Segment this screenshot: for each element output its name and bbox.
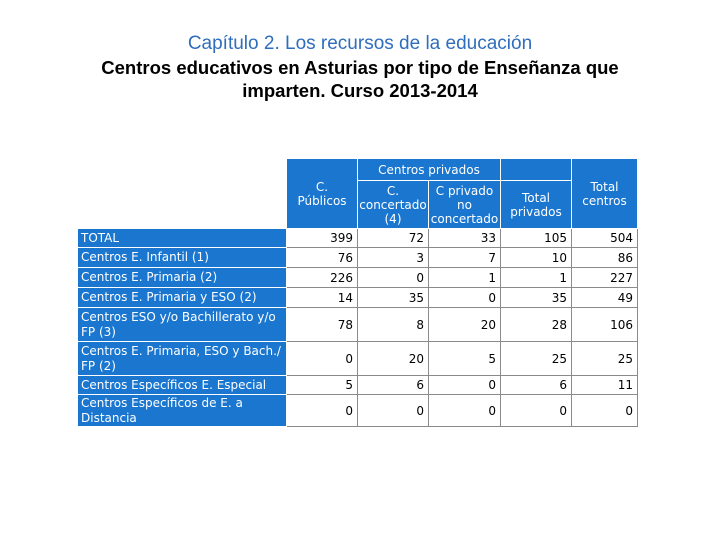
table-row: Centros E. Infantil (1) 76 3 7 10 86 — [77, 247, 638, 268]
cell-publicos: 14 — [286, 287, 358, 308]
cell-concertado: 35 — [357, 287, 429, 308]
chapter-title: Capítulo 2. Los recursos de la educación — [187, 33, 533, 54]
row-label: Centros Específicos de E. a Distancia — [77, 394, 287, 427]
row-label: Centros E. Primaria y ESO (2) — [77, 287, 287, 308]
cell-no-concertado: 33 — [428, 228, 501, 248]
header-concertado: C. concertado (4) — [357, 180, 429, 229]
cell-total-centros: 86 — [571, 247, 638, 268]
cell-total-privados: 1 — [500, 267, 572, 288]
cell-concertado: 0 — [357, 394, 429, 427]
header-no-concertado: C privado no concertado — [428, 180, 501, 229]
cell-total-centros: 25 — [571, 341, 638, 376]
cell-concertado: 0 — [357, 267, 429, 288]
header-empty-corner — [77, 158, 287, 229]
cell-total-privados: 0 — [500, 394, 572, 427]
cell-no-concertado: 20 — [428, 307, 501, 342]
cell-total-centros: 504 — [571, 228, 638, 248]
centers-table: C. Públicos Centros privados Total centr… — [77, 158, 638, 427]
cell-concertado: 20 — [357, 341, 429, 376]
table-row: Centros Específicos E. Especial 5 6 0 6 … — [77, 375, 638, 395]
row-label: Centros E. Infantil (1) — [77, 247, 287, 268]
cell-no-concertado: 5 — [428, 341, 501, 376]
cell-concertado: 72 — [357, 228, 429, 248]
cell-no-concertado: 0 — [428, 375, 501, 395]
page-title: Centros educativos en Asturias por tipo … — [0, 56, 720, 102]
page-title-line-1: Centros educativos en Asturias por tipo … — [101, 57, 619, 78]
cell-total-privados: 25 — [500, 341, 572, 376]
cell-concertado: 3 — [357, 247, 429, 268]
table-row: Centros E. Primaria (2) 226 0 1 1 227 — [77, 267, 638, 288]
cell-total-privados: 10 — [500, 247, 572, 268]
cell-concertado: 8 — [357, 307, 429, 342]
cell-publicos: 0 — [286, 394, 358, 427]
row-label: TOTAL — [77, 228, 287, 248]
header-publicos: C. Públicos — [286, 158, 358, 229]
table-row: Centros E. Primaria y ESO (2) 14 35 0 35… — [77, 287, 638, 308]
cell-publicos: 0 — [286, 341, 358, 376]
cell-publicos: 226 — [286, 267, 358, 288]
row-label: Centros E. Primaria, ESO y Bach./ FP (2) — [77, 341, 287, 376]
cell-no-concertado: 1 — [428, 267, 501, 288]
row-label: Centros E. Primaria (2) — [77, 267, 287, 288]
page-title-line-2: imparten. Curso 2013-2014 — [242, 80, 478, 101]
table-row: TOTAL 399 72 33 105 504 — [77, 228, 638, 248]
cell-total-privados: 35 — [500, 287, 572, 308]
cell-publicos: 78 — [286, 307, 358, 342]
header-total-centros: Total centros — [571, 158, 638, 229]
table-row: Centros E. Primaria, ESO y Bach./ FP (2)… — [77, 341, 638, 376]
cell-total-privados: 6 — [500, 375, 572, 395]
table-row: Centros Específicos de E. a Distancia 0 … — [77, 394, 638, 427]
cell-publicos: 5 — [286, 375, 358, 395]
cell-no-concertado: 0 — [428, 394, 501, 427]
cell-total-privados: 28 — [500, 307, 572, 342]
cell-total-centros: 11 — [571, 375, 638, 395]
cell-publicos: 399 — [286, 228, 358, 248]
table-row: Centros ESO y/o Bachillerato y/o FP (3) … — [77, 307, 638, 342]
cell-total-centros: 227 — [571, 267, 638, 288]
cell-no-concertado: 0 — [428, 287, 501, 308]
cell-total-privados: 105 — [500, 228, 572, 248]
cell-total-centros: 0 — [571, 394, 638, 427]
cell-total-centros: 106 — [571, 307, 638, 342]
cell-total-centros: 49 — [571, 287, 638, 308]
title-block: Capítulo 2. Los recursos de la educación… — [0, 32, 720, 102]
cell-no-concertado: 7 — [428, 247, 501, 268]
cell-publicos: 76 — [286, 247, 358, 268]
header-privados-spacer — [500, 158, 572, 181]
header-centros-privados: Centros privados — [357, 158, 501, 181]
row-label: Centros Específicos E. Especial — [77, 375, 287, 395]
header-total-privados: Total privados — [500, 180, 572, 229]
row-label: Centros ESO y/o Bachillerato y/o FP (3) — [77, 307, 287, 342]
cell-concertado: 6 — [357, 375, 429, 395]
